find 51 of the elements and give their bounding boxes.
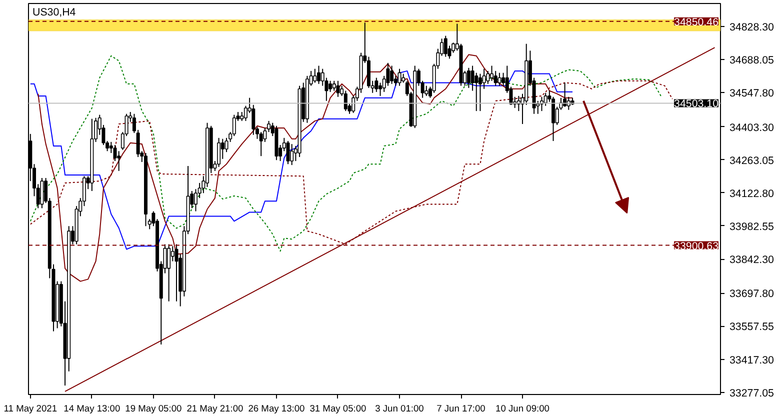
x-tick-label: 19 May 05:00 [125,404,182,414]
candlestick [466,67,470,88]
candlestick [290,144,294,166]
candlestick [494,70,498,86]
ref-line-label: 33900.63 [674,240,719,252]
candlestick [482,68,486,90]
y-tick-label: 33417.30 [730,354,774,366]
ref-line-label: 34850.46 [674,16,719,28]
line-series [30,55,662,252]
candlestick [398,68,402,86]
candlestick [317,65,320,84]
candlestick [474,72,478,112]
y-tick-label: 34122.80 [730,188,774,200]
candlestick [259,132,263,157]
x-tick-label: 11 May 2021 [4,404,58,414]
candlestick [40,178,44,209]
candlestick [117,150,121,172]
y-tick-label: 33277.05 [730,387,774,400]
candlestick [424,85,428,96]
candlestick [328,80,332,92]
candlestick [217,137,221,168]
candlestick [113,144,117,162]
candlestick [336,80,340,98]
x-tick-label: 3 Jun 01:00 [375,404,424,414]
candlestick [374,77,378,92]
x-tick-label: 26 May 13:00 [248,404,305,414]
candlestick [313,68,317,84]
chart-title: US30,H4 [32,6,76,18]
candlestick [544,92,548,106]
candlestick [498,72,502,86]
candlestick [444,35,448,58]
y-tick-label: 33697.80 [730,288,774,300]
y-tick-label: 33557.55 [730,321,774,334]
x-tick-label: 10 Jun 09:00 [496,404,550,414]
y-tick-label: 34547.80 [730,88,774,100]
x-tick-label: 7 Jun 17:00 [436,404,486,414]
x-tick-label: 14 May 13:00 [64,404,120,414]
candlestick [344,90,348,112]
candlestick [167,244,171,302]
candlestick [478,73,482,112]
y-tick-label: 33842.30 [730,254,774,266]
candlestick [390,65,394,84]
y-tick-label: 34263.05 [730,154,774,167]
ref-line-label: 34503.10 [674,98,719,110]
x-tick-label: 31 May 05:00 [310,404,366,414]
x-tick-label: 21 May 21:00 [186,404,244,414]
y-tick-label: 34403.30 [730,122,774,134]
y-tick-label: 34828.30 [730,22,774,34]
y-tick-label: 34688.05 [730,54,774,67]
line-series [30,70,573,250]
y-tick-label: 33982.55 [730,220,774,233]
